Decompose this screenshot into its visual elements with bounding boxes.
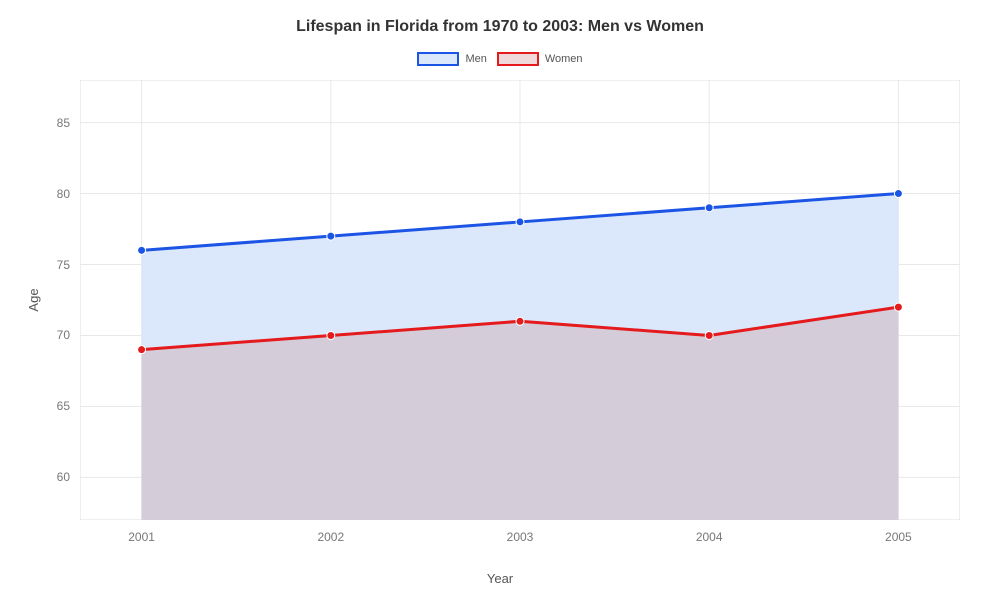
y-axis-label: Age [26,288,41,311]
legend-item-men: Men [417,52,486,66]
plot-svg [80,80,960,520]
legend-swatch-men [417,52,459,66]
ytick-4: 80 [57,187,80,201]
xtick-1: 2002 [317,520,344,544]
legend-item-women: Women [497,52,583,66]
chart-title: Lifespan in Florida from 1970 to 2003: M… [0,18,1000,36]
ytick-5: 85 [57,116,80,130]
x-axis-label: Year [0,571,1000,586]
legend: Men Women [0,52,1000,66]
ytick-0: 60 [57,470,80,484]
xtick-0: 2001 [128,520,155,544]
ytick-3: 75 [57,258,80,272]
legend-label-men: Men [465,53,486,65]
xtick-2: 2003 [507,520,534,544]
legend-swatch-women [497,52,539,66]
plot-area: 60 65 70 75 80 85 2001 2002 2003 2004 20… [80,80,960,520]
chart-container: Lifespan in Florida from 1970 to 2003: M… [0,0,1000,600]
xtick-4: 2005 [885,520,912,544]
ytick-1: 65 [57,399,80,413]
ytick-2: 70 [57,328,80,342]
xtick-3: 2004 [696,520,723,544]
legend-label-women: Women [545,53,583,65]
